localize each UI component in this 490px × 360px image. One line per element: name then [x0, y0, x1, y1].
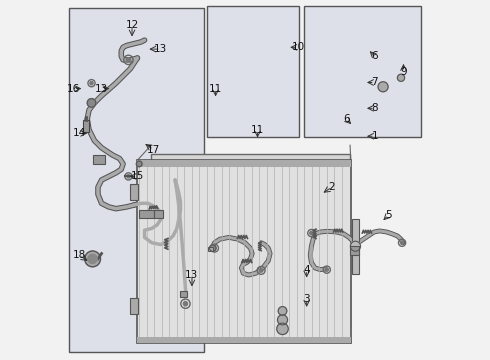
Bar: [304, 6, 421, 137]
Text: 13: 13: [185, 270, 198, 280]
Circle shape: [210, 245, 216, 251]
Text: 12: 12: [125, 20, 139, 30]
Circle shape: [90, 82, 93, 85]
Text: 9: 9: [400, 67, 407, 77]
Bar: [137, 337, 351, 343]
Bar: [83, 120, 89, 132]
Bar: [139, 210, 153, 218]
Circle shape: [213, 246, 216, 250]
Text: 15: 15: [131, 171, 144, 181]
Bar: [207, 6, 299, 137]
Text: 16: 16: [67, 84, 80, 94]
Circle shape: [259, 269, 263, 272]
Text: 11: 11: [251, 125, 264, 135]
Text: 7: 7: [371, 77, 378, 87]
Bar: [350, 246, 359, 255]
Text: 18: 18: [73, 250, 86, 260]
Circle shape: [183, 302, 188, 306]
Circle shape: [397, 74, 405, 81]
Bar: [129, 298, 139, 315]
Circle shape: [85, 251, 100, 267]
Text: 3: 3: [303, 294, 310, 304]
Text: 1: 1: [371, 131, 378, 141]
Circle shape: [88, 254, 97, 264]
Bar: [352, 219, 359, 274]
Text: 4: 4: [303, 265, 310, 275]
Circle shape: [277, 323, 288, 334]
Bar: [129, 184, 139, 200]
Circle shape: [127, 175, 130, 178]
Bar: [180, 291, 187, 297]
Text: 6: 6: [371, 51, 378, 61]
Circle shape: [310, 231, 313, 235]
Circle shape: [400, 241, 404, 244]
Text: 17: 17: [147, 144, 160, 154]
Text: 5: 5: [385, 210, 392, 220]
Bar: [137, 160, 351, 343]
Text: 14: 14: [73, 129, 86, 138]
Bar: [69, 8, 204, 352]
Text: 13: 13: [154, 44, 168, 54]
Bar: [153, 210, 163, 218]
Text: 2: 2: [328, 182, 335, 192]
Circle shape: [278, 307, 287, 315]
Text: 6: 6: [343, 114, 349, 124]
Text: 13: 13: [95, 84, 108, 94]
Text: 8: 8: [371, 103, 378, 113]
Bar: [137, 160, 351, 167]
Circle shape: [378, 82, 388, 92]
Circle shape: [126, 58, 130, 62]
Circle shape: [277, 315, 288, 325]
Circle shape: [87, 99, 96, 107]
Bar: [93, 155, 105, 164]
Circle shape: [350, 241, 361, 251]
Circle shape: [325, 268, 328, 271]
Bar: [151, 154, 350, 326]
Text: 11: 11: [209, 84, 222, 94]
Text: 10: 10: [292, 42, 305, 52]
Circle shape: [136, 161, 142, 167]
Bar: [208, 247, 214, 251]
